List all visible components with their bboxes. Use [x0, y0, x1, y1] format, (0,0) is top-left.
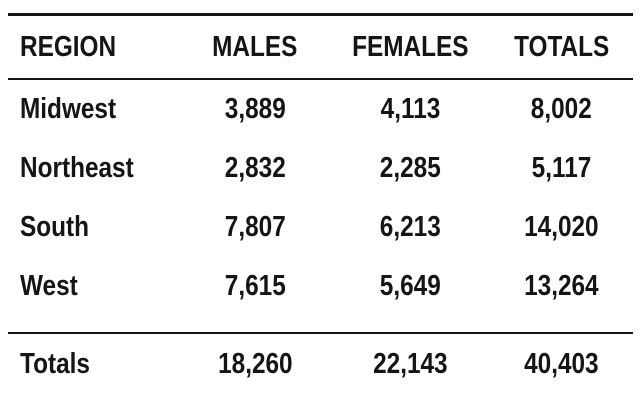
females-grand-total: 22,143	[372, 347, 448, 380]
cell-totals: 5,117	[490, 139, 633, 198]
column-header-region-label: REGION	[20, 30, 117, 63]
cell-females: 6,213	[330, 198, 490, 257]
grand-total: 40,403	[524, 347, 599, 380]
cell-females: 22,143	[330, 332, 490, 394]
table-container: REGION MALES FEMALES TOTALS Midwest	[8, 13, 633, 394]
cell-region: Northeast	[8, 139, 180, 198]
column-header-males: MALES	[180, 14, 330, 80]
table-row-south: South 7,807 6,213 14,020	[8, 198, 633, 257]
table-row-west: West 7,615 5,649 13,264	[8, 257, 633, 333]
cell-females: 5,649	[330, 257, 490, 333]
cell-totals: 40,403	[490, 332, 633, 394]
females-value: 5,649	[379, 270, 441, 302]
region-name: Northeast	[20, 152, 134, 184]
males-value: 7,807	[224, 211, 286, 243]
totals-row: Totals 18,260 22,143 40,403	[8, 332, 633, 394]
totals-value: 5,117	[531, 152, 592, 184]
region-name: South	[20, 211, 90, 243]
males-value: 2,832	[224, 152, 286, 184]
females-value: 2,285	[379, 152, 441, 184]
cell-region: South	[8, 198, 180, 257]
column-header-region: REGION	[8, 14, 180, 80]
column-header-males-label: MALES	[212, 30, 298, 63]
males-value: 3,889	[224, 93, 286, 125]
header-row: REGION MALES FEMALES TOTALS	[8, 14, 633, 80]
cell-totals: 8,002	[490, 79, 633, 139]
column-header-females-label: FEMALES	[351, 30, 469, 63]
totals-value: 13,264	[524, 270, 599, 302]
table-row-northeast: Northeast 2,832 2,285 5,117	[8, 139, 633, 198]
cell-females: 2,285	[330, 139, 490, 198]
column-header-females: FEMALES	[330, 14, 490, 80]
cell-males: 2,832	[180, 139, 330, 198]
cell-males: 3,889	[180, 79, 330, 139]
cell-region: Totals	[8, 332, 180, 394]
table-row-midwest: Midwest 3,889 4,113 8,002	[8, 79, 633, 139]
totals-row-label: Totals	[20, 347, 90, 380]
cell-region: Midwest	[8, 79, 180, 139]
region-name: Midwest	[20, 93, 117, 125]
females-value: 4,113	[380, 93, 440, 125]
totals-value: 14,020	[524, 211, 599, 243]
column-header-totals-label: TOTALS	[513, 30, 610, 63]
cell-region: West	[8, 257, 180, 333]
totals-value: 8,002	[531, 93, 592, 125]
region-sex-population-table: REGION MALES FEMALES TOTALS Midwest	[8, 13, 633, 394]
cell-totals: 14,020	[490, 198, 633, 257]
cell-males: 18,260	[180, 332, 330, 394]
region-name: West	[20, 270, 78, 302]
cell-males: 7,615	[180, 257, 330, 333]
cell-females: 4,113	[330, 79, 490, 139]
column-header-totals: TOTALS	[490, 14, 633, 80]
females-value: 6,213	[379, 211, 441, 243]
males-grand-total: 18,260	[217, 347, 293, 380]
cell-totals: 13,264	[490, 257, 633, 333]
cell-males: 7,807	[180, 198, 330, 257]
males-value: 7,615	[224, 270, 286, 302]
